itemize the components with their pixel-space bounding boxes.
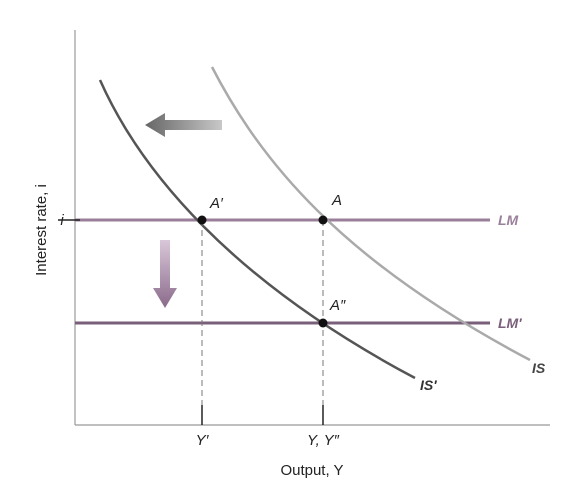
is-curve: [210, 66, 531, 362]
x-tick-label: Y′: [196, 432, 210, 449]
curve-label: IS: [532, 360, 546, 376]
y-axis-label: Interest rate, i: [33, 184, 50, 276]
shift-arrow-left: [145, 113, 222, 137]
point-label: A: [331, 192, 342, 209]
point: [318, 215, 328, 225]
is-prime-curve: [98, 79, 416, 380]
point-label: A′: [209, 195, 224, 212]
x-axis-label: Output, Y: [280, 462, 343, 479]
point-label: A″: [329, 297, 346, 314]
point: [197, 215, 207, 225]
x-tick-label: Y, Y″: [307, 432, 340, 449]
y-tick-label: i: [60, 212, 64, 229]
curve-label: LM′: [498, 315, 522, 331]
point: [318, 318, 328, 328]
curve-label: IS′: [420, 377, 437, 393]
curve-label: LM: [498, 212, 519, 228]
shift-arrow-down: [153, 240, 177, 308]
